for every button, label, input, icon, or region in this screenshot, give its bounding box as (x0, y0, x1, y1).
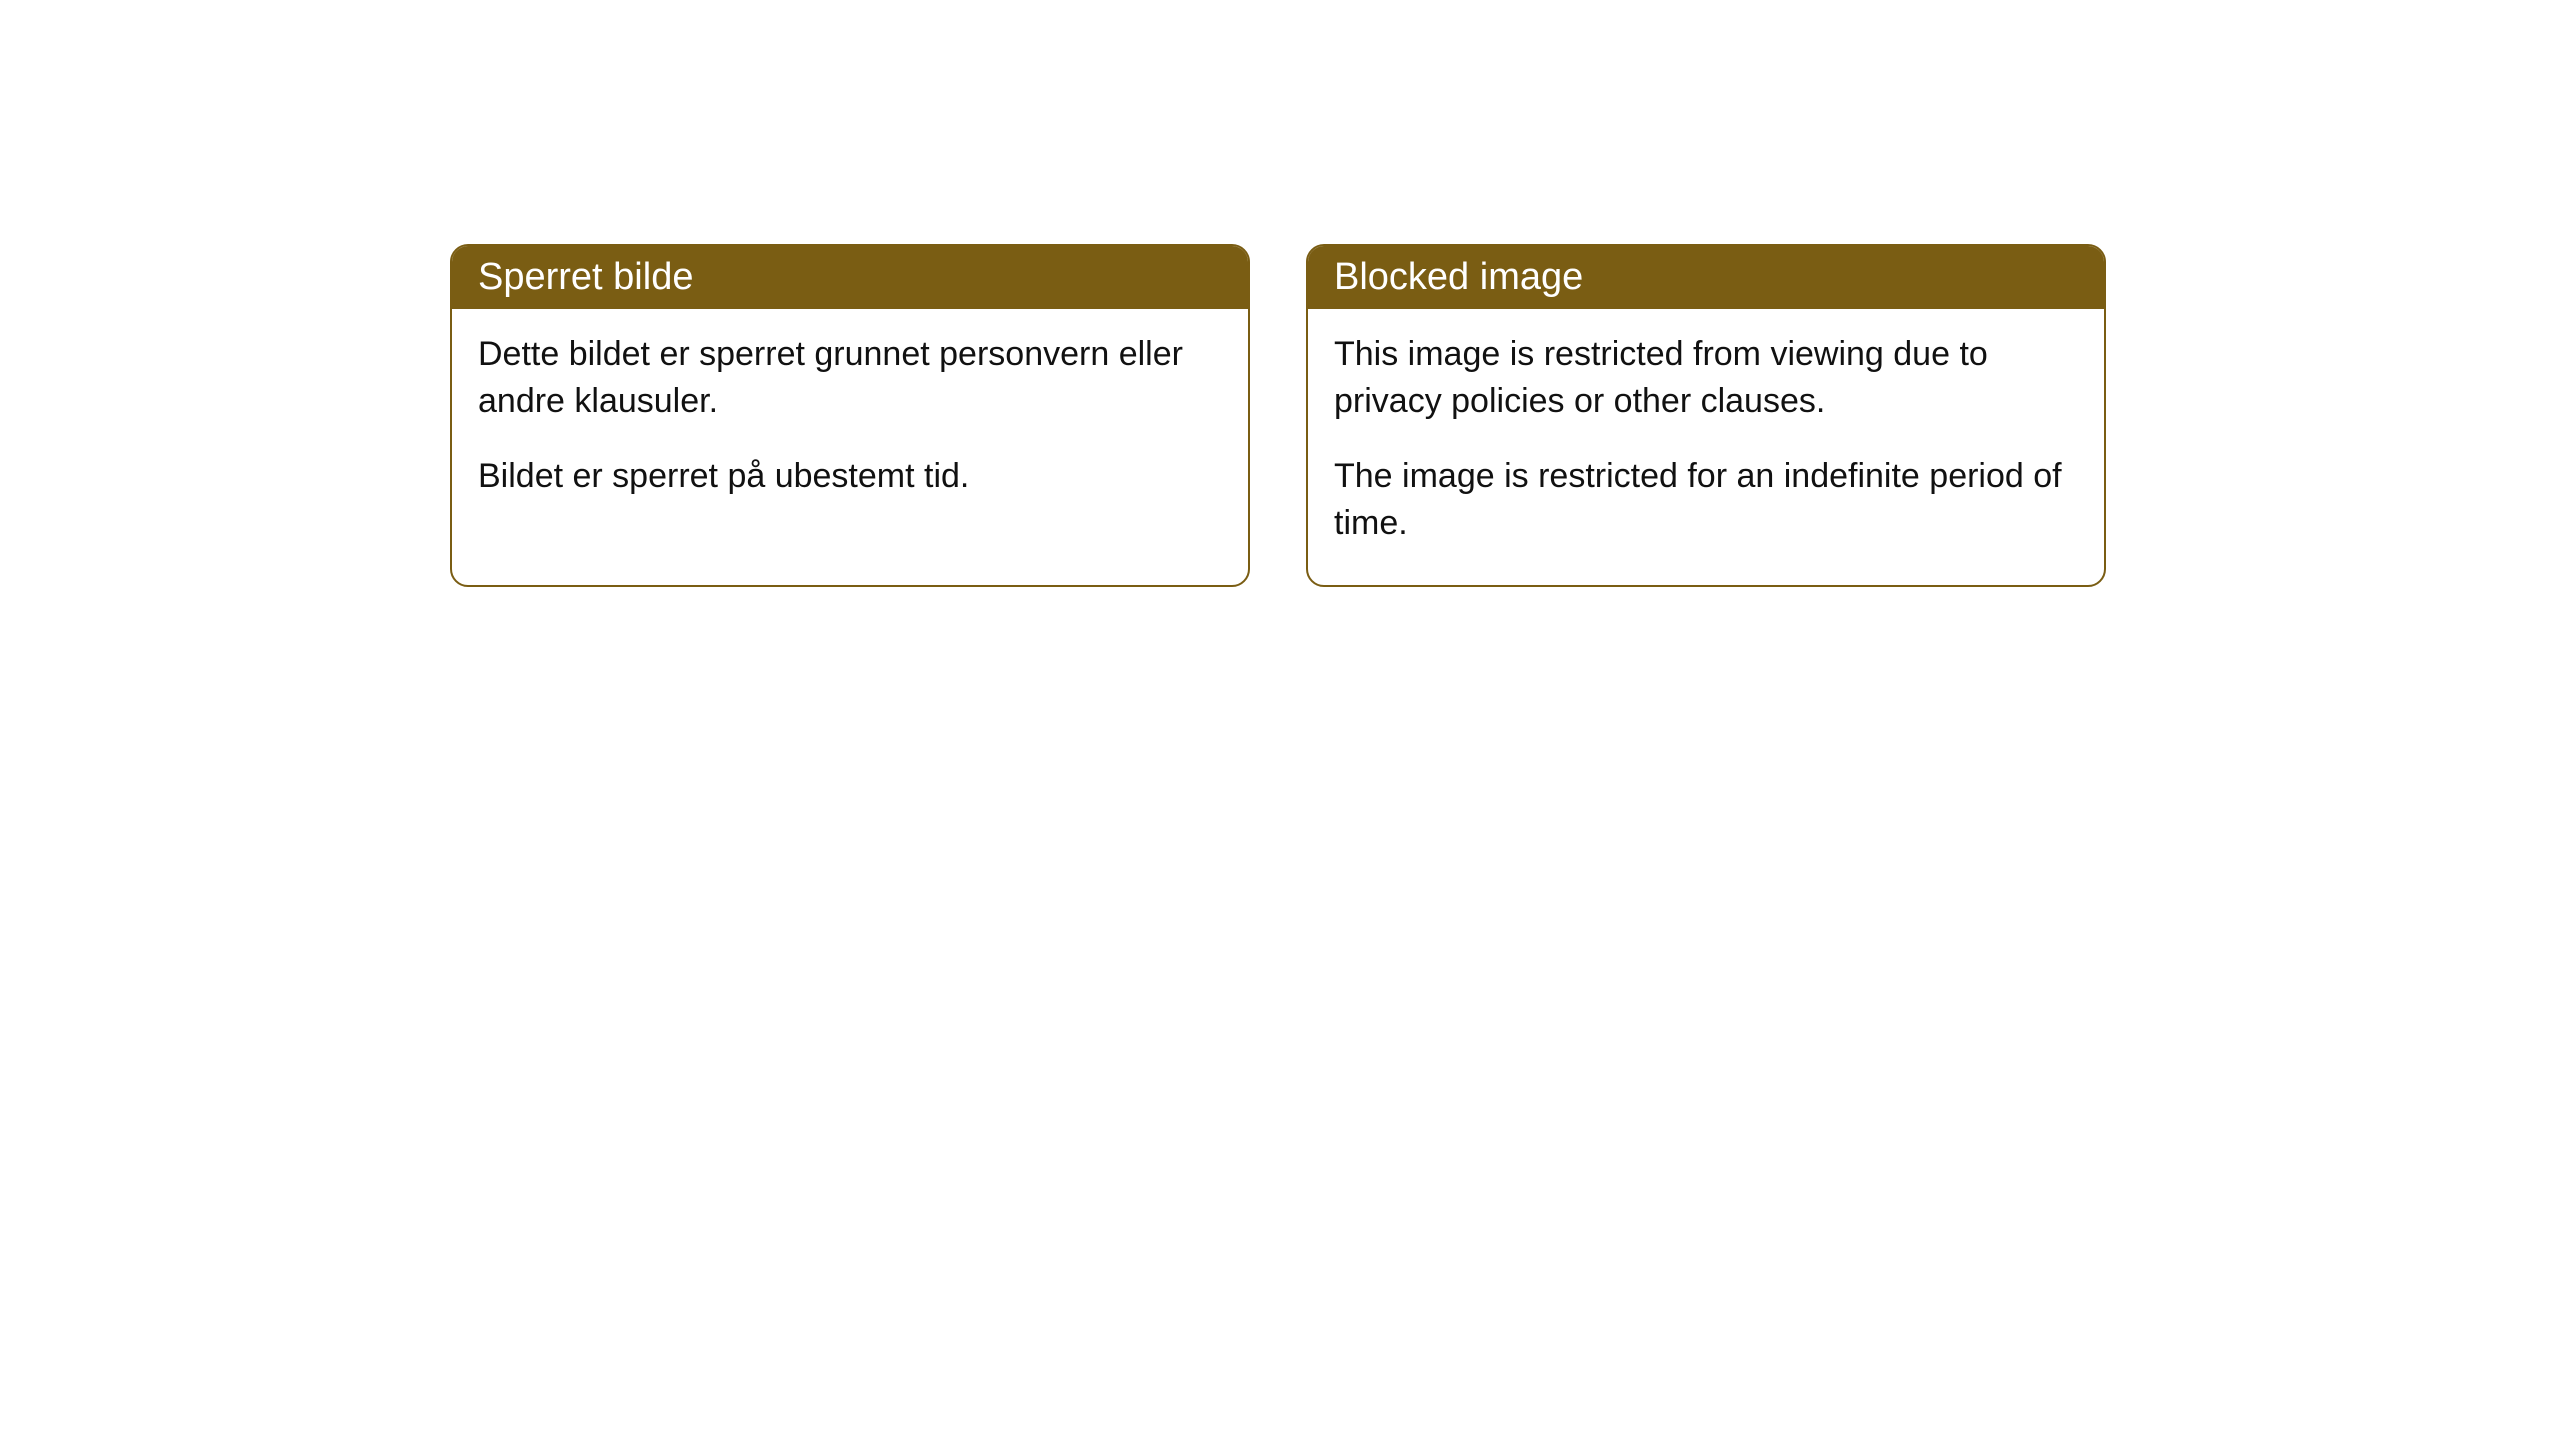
card-title: Blocked image (1334, 256, 1583, 298)
card-paragraph: This image is restricted from viewing du… (1334, 331, 2078, 425)
notice-card-english: Blocked image This image is restricted f… (1306, 244, 2106, 587)
card-body: Dette bildet er sperret grunnet personve… (452, 309, 1248, 538)
card-paragraph: The image is restricted for an indefinit… (1334, 453, 2078, 547)
card-header: Sperret bilde (452, 246, 1248, 309)
notice-container: Sperret bilde Dette bildet er sperret gr… (450, 244, 2106, 587)
card-title: Sperret bilde (478, 256, 693, 298)
card-header: Blocked image (1308, 246, 2104, 309)
card-paragraph: Dette bildet er sperret grunnet personve… (478, 331, 1222, 425)
notice-card-norwegian: Sperret bilde Dette bildet er sperret gr… (450, 244, 1250, 587)
card-paragraph: Bildet er sperret på ubestemt tid. (478, 453, 1222, 500)
card-body: This image is restricted from viewing du… (1308, 309, 2104, 585)
